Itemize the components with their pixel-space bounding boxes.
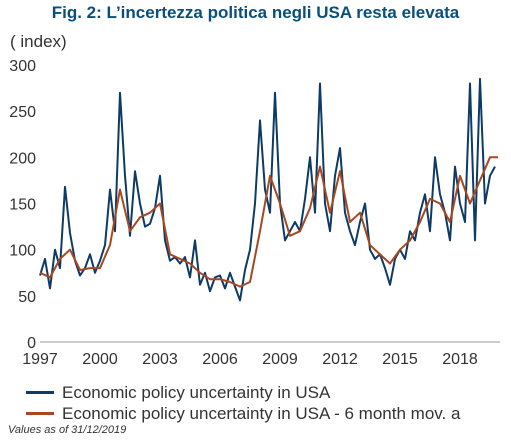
legend-label-series-2: Economic policy uncertainty in USA - 6 m… xyxy=(62,404,461,423)
x-tick-label: 2012 xyxy=(322,351,358,368)
chart-title: Fig. 2: L’incertezza politica negli USA … xyxy=(51,3,460,22)
legend-item-series-2: Economic policy uncertainty in USA - 6 m… xyxy=(26,403,460,424)
x-tick-label: 2009 xyxy=(262,351,298,368)
y-tick-label: 100 xyxy=(9,243,36,260)
y-tick-label: 0 xyxy=(27,335,36,352)
series-line-2 xyxy=(39,156,498,288)
y-tick-label: 250 xyxy=(9,104,36,121)
series-group xyxy=(39,77,498,302)
y-axis-ticks: 0 50 100 150 200 250 300 xyxy=(9,58,36,352)
legend-swatch-series-2 xyxy=(26,412,54,415)
x-tick-label: 2018 xyxy=(442,351,478,368)
x-axis-ticks: 1997 2000 2003 2006 2009 2012 2015 2018 xyxy=(22,351,478,368)
legend-label-series-1: Economic policy uncertainty in USA xyxy=(62,383,331,402)
x-tick-label: 2000 xyxy=(82,351,118,368)
legend-item-series-1: Economic policy uncertainty in USA xyxy=(26,382,460,403)
legend-swatch-series-1 xyxy=(26,391,54,394)
x-tick-label: 2015 xyxy=(382,351,418,368)
legend: Economic policy uncertainty in USA Econo… xyxy=(26,382,460,424)
y-tick-label: 200 xyxy=(9,150,36,167)
x-tick-label: 1997 xyxy=(22,351,58,368)
y-tick-label: 50 xyxy=(18,289,36,306)
x-tick-label: 2006 xyxy=(202,351,238,368)
y-axis-unit-label: ( index) xyxy=(10,32,67,51)
x-tick-label: 2003 xyxy=(142,351,178,368)
y-tick-label: 300 xyxy=(9,58,36,75)
y-tick-label: 150 xyxy=(9,197,36,214)
footnote: Values as of 31/12/2019 xyxy=(8,424,127,436)
